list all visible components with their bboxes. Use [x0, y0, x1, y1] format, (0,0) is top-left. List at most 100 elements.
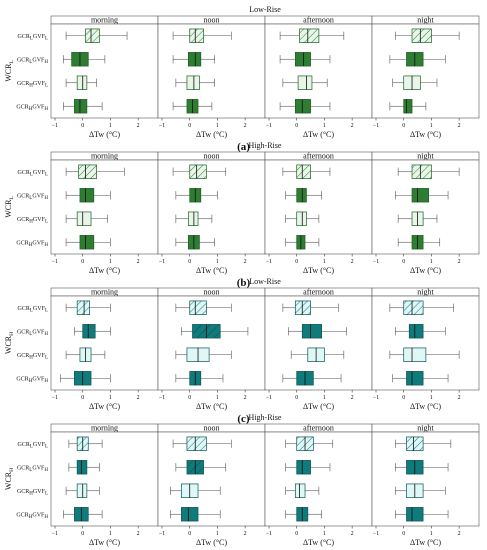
- facet-frame: [264, 431, 373, 527]
- category-label: GCRHGVFH: [16, 376, 48, 384]
- panel-title: High-Rise: [249, 141, 282, 150]
- box-1: [65, 28, 128, 43]
- facet-strip-label: night: [417, 288, 434, 297]
- facet-frame: [264, 159, 373, 255]
- box-iqr: [294, 52, 311, 67]
- category-label: GCRLGVFH: [17, 329, 48, 337]
- facet-night: night −1 0 1 2 ΔTw (°C): [371, 424, 480, 547]
- category-label: GCRHGVFL: [17, 81, 48, 89]
- box-iqr: [181, 507, 199, 522]
- category-label: GCRLGVFL: [18, 170, 48, 178]
- box-iqr: [301, 324, 323, 339]
- box-iqr: [403, 300, 424, 315]
- x-tick-label: −1: [266, 531, 272, 537]
- box-4: [60, 371, 111, 386]
- box-3: [65, 347, 106, 362]
- facet-afternoon: afternoon −1 0 1 2 ΔTw (°C): [264, 152, 373, 275]
- x-tick-label: 1: [430, 395, 433, 401]
- panels-layer: Low-Rise WCRL GCRLGVFL GCRLGVFH GCRHGVFL GCRH…: [4, 5, 480, 550]
- facet-frame: [157, 159, 266, 255]
- x-tick-label: 2: [351, 395, 354, 401]
- box-3: [282, 75, 328, 90]
- box-4: [397, 235, 441, 250]
- x-tick-label: 2: [351, 259, 354, 265]
- x-tick-label: −1: [373, 531, 379, 537]
- box-4: [279, 99, 331, 114]
- panel-title: Low-Rise: [249, 5, 281, 14]
- box-2: [175, 460, 227, 475]
- box-iqr: [296, 164, 311, 179]
- x-tick-label: 1: [216, 259, 219, 265]
- box-iqr: [186, 75, 200, 90]
- box-3: [65, 211, 108, 226]
- box-iqr: [187, 52, 202, 67]
- x-tick-label: −1: [52, 395, 58, 401]
- facet-frame: [264, 295, 373, 391]
- x-axis-label: ΔTw (°C): [410, 402, 441, 411]
- y-axis-label: WCRH: [4, 468, 15, 490]
- x-tick-label: 2: [351, 531, 354, 537]
- category-label: GCRHGVFL: [17, 489, 48, 497]
- panel-letter: (c): [237, 413, 250, 425]
- box-1: [65, 164, 125, 179]
- box-iqr: [189, 28, 204, 43]
- box-3: [392, 75, 438, 90]
- category-label: GCRLGVFH: [17, 57, 48, 65]
- box-iqr: [76, 460, 88, 475]
- box-iqr: [294, 99, 311, 114]
- x-tick-label: 0: [188, 123, 191, 129]
- box-1: [175, 300, 232, 315]
- x-tick-label: −1: [52, 259, 58, 265]
- category-label: GCRHGVFH: [16, 240, 48, 248]
- x-axis-label: ΔTw (°C): [303, 402, 334, 411]
- box-2: [68, 460, 100, 475]
- x-tick-label: −1: [159, 123, 165, 129]
- y-axis-label: WCRL: [4, 60, 15, 82]
- facet-strip-label: noon: [204, 288, 220, 297]
- box-1: [282, 300, 339, 315]
- facet-strip-label: morning: [91, 152, 118, 161]
- category-label: GCRHGVFH: [16, 104, 48, 112]
- x-axis-label: ΔTw (°C): [410, 266, 441, 275]
- x-tick-label: −1: [52, 123, 58, 129]
- x-axis-label: ΔTw (°C): [196, 130, 227, 139]
- box-4: [285, 507, 322, 522]
- facet-noon: noon −1 0 1 2 ΔTw (°C): [157, 16, 266, 139]
- box-4: [63, 99, 103, 114]
- box-1: [389, 300, 454, 315]
- x-tick-label: −1: [266, 395, 272, 401]
- x-tick-label: 2: [244, 123, 247, 129]
- box-1: [65, 300, 111, 315]
- box-1: [395, 28, 460, 43]
- box-iqr: [294, 483, 306, 498]
- y-axis-label: WCRL: [4, 196, 15, 218]
- x-axis-label: ΔTw (°C): [196, 402, 227, 411]
- facet-frame: [50, 431, 159, 527]
- x-axis-label: ΔTw (°C): [89, 266, 120, 275]
- x-tick-label: 1: [430, 123, 433, 129]
- panel-letter: (a): [237, 141, 250, 153]
- x-tick-label: 1: [323, 259, 326, 265]
- box-4: [172, 99, 213, 114]
- x-axis-label: ΔTw (°C): [196, 266, 227, 275]
- box-iqr: [411, 28, 432, 43]
- facet-strip-label: noon: [204, 424, 220, 433]
- box-1: [285, 436, 334, 451]
- x-tick-label: 0: [295, 395, 298, 401]
- facet-strip-label: noon: [204, 16, 220, 25]
- box-3: [285, 211, 320, 226]
- x-axis-label: ΔTw (°C): [410, 538, 441, 547]
- facet-afternoon: afternoon −1 0 1 2 ΔTw (°C): [264, 16, 373, 139]
- x-axis-label: ΔTw (°C): [196, 538, 227, 547]
- facet-strip-label: night: [417, 16, 434, 25]
- category-label: GCRHGVFL: [17, 353, 48, 361]
- x-axis-label: ΔTw (°C): [89, 402, 120, 411]
- box-iqr: [296, 211, 307, 226]
- box-iqr: [76, 75, 88, 90]
- x-tick-label: −1: [159, 531, 165, 537]
- box-3: [175, 347, 232, 362]
- x-tick-label: 0: [295, 259, 298, 265]
- box-3: [285, 483, 320, 498]
- x-tick-label: −1: [266, 259, 272, 265]
- x-tick-label: 2: [137, 123, 140, 129]
